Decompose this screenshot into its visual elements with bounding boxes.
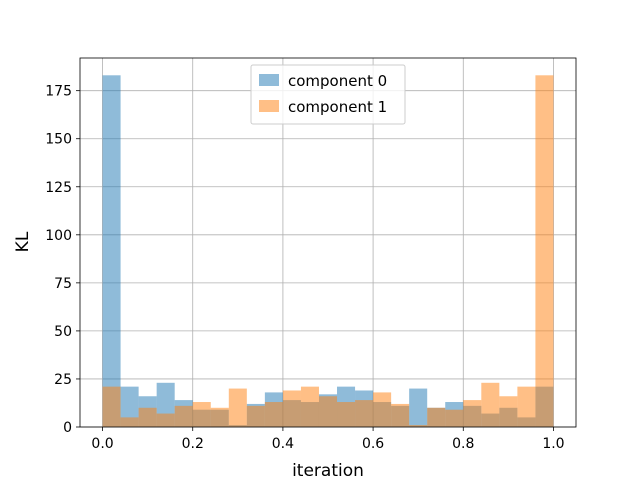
y-tick-label: 75 <box>54 276 72 292</box>
histogram-bars <box>102 75 554 427</box>
histogram-bar-series-1 <box>517 386 536 427</box>
legend: component 0 component 1 <box>250 64 406 125</box>
histogram-bar-series-1 <box>174 405 193 427</box>
histogram-bar-series-0 <box>409 388 428 427</box>
histogram-bar-series-1 <box>481 382 500 427</box>
histogram-bar-series-1 <box>337 402 356 427</box>
histogram-bar-series-1 <box>156 413 175 427</box>
histogram-bar-series-1 <box>409 425 428 427</box>
legend-swatch <box>259 74 279 86</box>
legend-label: component 0 <box>288 72 387 90</box>
histogram-bar-series-1 <box>318 396 338 427</box>
x-tick-label: 0.4 <box>272 436 294 452</box>
histogram-bar-series-1 <box>102 386 121 427</box>
y-tick-label: 0 <box>63 420 72 436</box>
y-tick-label: 175 <box>45 84 72 100</box>
legend-swatch <box>259 100 279 112</box>
histogram-bar-series-1 <box>282 390 301 427</box>
x-tick-label: 0.0 <box>91 436 113 452</box>
histogram-bar-series-1 <box>246 405 265 427</box>
histogram-bar-series-1 <box>373 392 392 427</box>
histogram-bar-series-1 <box>300 386 319 427</box>
x-tick-label: 1.0 <box>542 436 564 452</box>
histogram-bar-series-1 <box>499 396 518 427</box>
legend-label: component 1 <box>288 98 387 116</box>
legend-box <box>250 64 406 125</box>
x-tick-label: 0.8 <box>452 436 474 452</box>
histogram-bar-series-1 <box>210 407 229 427</box>
y-axis-title: KL <box>13 231 33 252</box>
histogram-bar-series-0 <box>102 75 121 427</box>
histogram-bar-series-1 <box>535 75 554 427</box>
histogram-bar-series-1 <box>120 417 139 427</box>
histogram-bar-series-1 <box>192 402 211 427</box>
x-tick-label: 0.2 <box>182 436 204 452</box>
x-axis-title: iteration <box>292 461 364 480</box>
y-tick-label: 50 <box>54 324 72 340</box>
y-tick-label: 125 <box>45 180 72 196</box>
histogram-bar-series-1 <box>228 388 247 427</box>
histogram-bar-series-1 <box>391 403 410 427</box>
histogram-bar-series-1 <box>355 400 374 427</box>
histogram-bar-series-1 <box>427 407 446 427</box>
axis-ticks: 0.0 0.2 0.4 0.6 0.8 1.0 0 25 50 75 100 125 150 175 <box>45 84 564 452</box>
y-tick-label: 150 <box>45 132 72 148</box>
plot-area-frame <box>79 57 577 428</box>
histogram-bar-series-1 <box>445 409 464 427</box>
y-tick-label: 100 <box>45 228 72 244</box>
y-tick-label: 25 <box>54 372 72 388</box>
histogram-bar-series-1 <box>463 400 482 427</box>
x-tick-label: 0.6 <box>362 436 384 452</box>
histogram-bar-series-1 <box>264 402 283 427</box>
histogram-bar-series-0 <box>120 386 139 427</box>
histogram-bar-series-1 <box>138 407 157 427</box>
